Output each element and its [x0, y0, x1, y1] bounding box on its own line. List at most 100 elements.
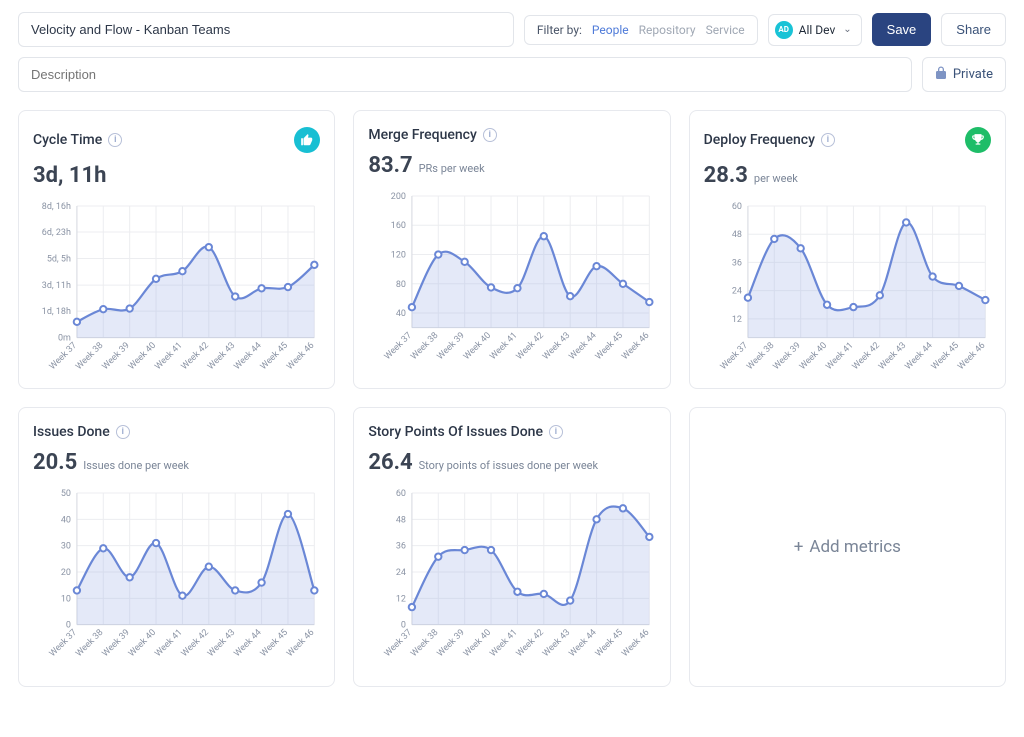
svg-text:Week 44: Week 44 — [903, 341, 934, 372]
svg-text:24: 24 — [396, 568, 406, 578]
svg-text:50: 50 — [61, 489, 71, 499]
svg-text:Week 37: Week 37 — [48, 627, 79, 658]
card-unit: Issues done per week — [83, 459, 189, 472]
svg-text:Week 45: Week 45 — [594, 331, 625, 362]
filter-service[interactable]: Service — [706, 23, 745, 37]
add-metrics-card[interactable]: + Add metrics — [689, 407, 1006, 687]
svg-text:48: 48 — [396, 515, 406, 525]
svg-text:60: 60 — [731, 202, 741, 212]
svg-text:Week 37: Week 37 — [718, 341, 749, 372]
svg-text:Week 42: Week 42 — [180, 341, 211, 372]
card-title: Issues Done i — [33, 424, 130, 440]
svg-text:160: 160 — [391, 221, 406, 231]
chart-deploy-frequency: 1224364860 Week 37Week 38Week 39Week 40W… — [704, 200, 991, 380]
svg-text:Week 41: Week 41 — [489, 627, 520, 658]
svg-text:Week 39: Week 39 — [436, 331, 467, 362]
thumbs-up-icon — [294, 127, 320, 153]
card-value: 20.5 — [33, 450, 77, 475]
svg-text:48: 48 — [731, 230, 741, 240]
svg-text:3d, 11h: 3d, 11h — [42, 281, 71, 291]
svg-text:Week 43: Week 43 — [541, 331, 572, 362]
team-label: All Dev — [799, 23, 836, 37]
card-value: 3d, 11h — [33, 163, 106, 188]
card-value: 26.4 — [368, 450, 412, 475]
privacy-button[interactable]: Private — [922, 57, 1006, 92]
svg-text:Week 37: Week 37 — [48, 341, 79, 372]
save-button[interactable]: Save — [872, 13, 932, 46]
svg-text:5d, 5h: 5d, 5h — [47, 255, 71, 265]
svg-text:40: 40 — [396, 309, 406, 319]
svg-text:40: 40 — [61, 515, 71, 525]
svg-text:Week 42: Week 42 — [515, 331, 546, 362]
svg-text:Week 46: Week 46 — [285, 341, 316, 372]
card-issues-done: Issues Done i 20.5 Issues done per week … — [18, 407, 335, 687]
svg-text:Week 38: Week 38 — [74, 627, 105, 658]
svg-text:10: 10 — [61, 594, 71, 604]
share-button[interactable]: Share — [941, 13, 1006, 46]
info-icon[interactable]: i — [116, 425, 130, 439]
privacy-label: Private — [953, 67, 993, 82]
chart-merge-frequency: 4080120160200 Week 37Week 38Week 39Week … — [368, 190, 655, 370]
info-icon[interactable]: i — [108, 133, 122, 147]
svg-text:36: 36 — [396, 541, 406, 551]
svg-text:Week 41: Week 41 — [153, 341, 184, 372]
svg-text:Week 40: Week 40 — [127, 341, 158, 372]
svg-text:Week 44: Week 44 — [568, 331, 599, 362]
svg-text:1d, 18h: 1d, 18h — [42, 307, 71, 317]
svg-text:Week 40: Week 40 — [798, 341, 829, 372]
card-title: Deploy Frequency i — [704, 132, 835, 148]
svg-text:Week 40: Week 40 — [462, 627, 493, 658]
svg-text:Week 44: Week 44 — [232, 627, 263, 658]
svg-text:Week 41: Week 41 — [824, 341, 855, 372]
svg-text:Week 42: Week 42 — [180, 627, 211, 658]
info-icon[interactable]: i — [821, 133, 835, 147]
svg-text:200: 200 — [391, 192, 406, 202]
svg-text:Week 42: Week 42 — [850, 341, 881, 372]
svg-text:6d, 23h: 6d, 23h — [42, 228, 71, 238]
svg-text:Week 38: Week 38 — [745, 341, 776, 372]
info-icon[interactable]: i — [549, 425, 563, 439]
svg-text:12: 12 — [731, 315, 741, 325]
svg-text:Week 42: Week 42 — [515, 627, 546, 658]
svg-text:Week 46: Week 46 — [956, 341, 987, 372]
svg-text:20: 20 — [61, 568, 71, 578]
team-selector[interactable]: AD All Dev ⌄ — [768, 14, 862, 46]
svg-text:Week 39: Week 39 — [771, 341, 802, 372]
svg-text:Week 41: Week 41 — [489, 331, 520, 362]
filter-label: Filter by: — [537, 23, 582, 37]
add-metrics-label: Add metrics — [809, 537, 901, 557]
svg-text:Week 44: Week 44 — [568, 627, 599, 658]
info-icon[interactable]: i — [483, 128, 497, 142]
svg-text:Week 37: Week 37 — [383, 627, 414, 658]
svg-text:30: 30 — [61, 541, 71, 551]
svg-text:Week 44: Week 44 — [232, 341, 263, 372]
dashboard-title-input[interactable] — [18, 12, 514, 47]
trophy-icon — [965, 127, 991, 153]
svg-text:Week 39: Week 39 — [101, 341, 132, 372]
svg-text:8d, 16h: 8d, 16h — [42, 202, 71, 212]
card-title: Story Points Of Issues Done i — [368, 424, 563, 440]
svg-text:Week 45: Week 45 — [259, 627, 290, 658]
svg-text:Week 39: Week 39 — [101, 627, 132, 658]
svg-text:Week 43: Week 43 — [877, 341, 908, 372]
card-cycle-time: Cycle Time i 3d, 11h 0m1d, 18h3d, 11h5d,… — [18, 110, 335, 389]
svg-text:Week 41: Week 41 — [153, 627, 184, 658]
chart-story-points: 01224364860 Week 37Week 38Week 39Week 40… — [368, 487, 655, 667]
card-title: Merge Frequency i — [368, 127, 497, 143]
card-merge-frequency: Merge Frequency i 83.7 PRs per week 4080… — [353, 110, 670, 389]
description-input[interactable] — [18, 57, 912, 92]
filter-repository[interactable]: Repository — [639, 23, 696, 37]
team-badge-icon: AD — [775, 21, 793, 39]
svg-text:120: 120 — [391, 251, 406, 261]
svg-text:Week 46: Week 46 — [285, 627, 316, 658]
svg-text:Week 38: Week 38 — [409, 627, 440, 658]
filter-people[interactable]: People — [592, 23, 629, 37]
card-unit: per week — [754, 172, 798, 185]
svg-text:Week 46: Week 46 — [621, 331, 652, 362]
card-story-points: Story Points Of Issues Done i 26.4 Story… — [353, 407, 670, 687]
svg-text:Week 43: Week 43 — [541, 627, 572, 658]
chevron-down-icon: ⌄ — [843, 24, 851, 35]
svg-text:12: 12 — [396, 594, 406, 604]
svg-text:Week 39: Week 39 — [436, 627, 467, 658]
svg-text:36: 36 — [731, 258, 741, 268]
